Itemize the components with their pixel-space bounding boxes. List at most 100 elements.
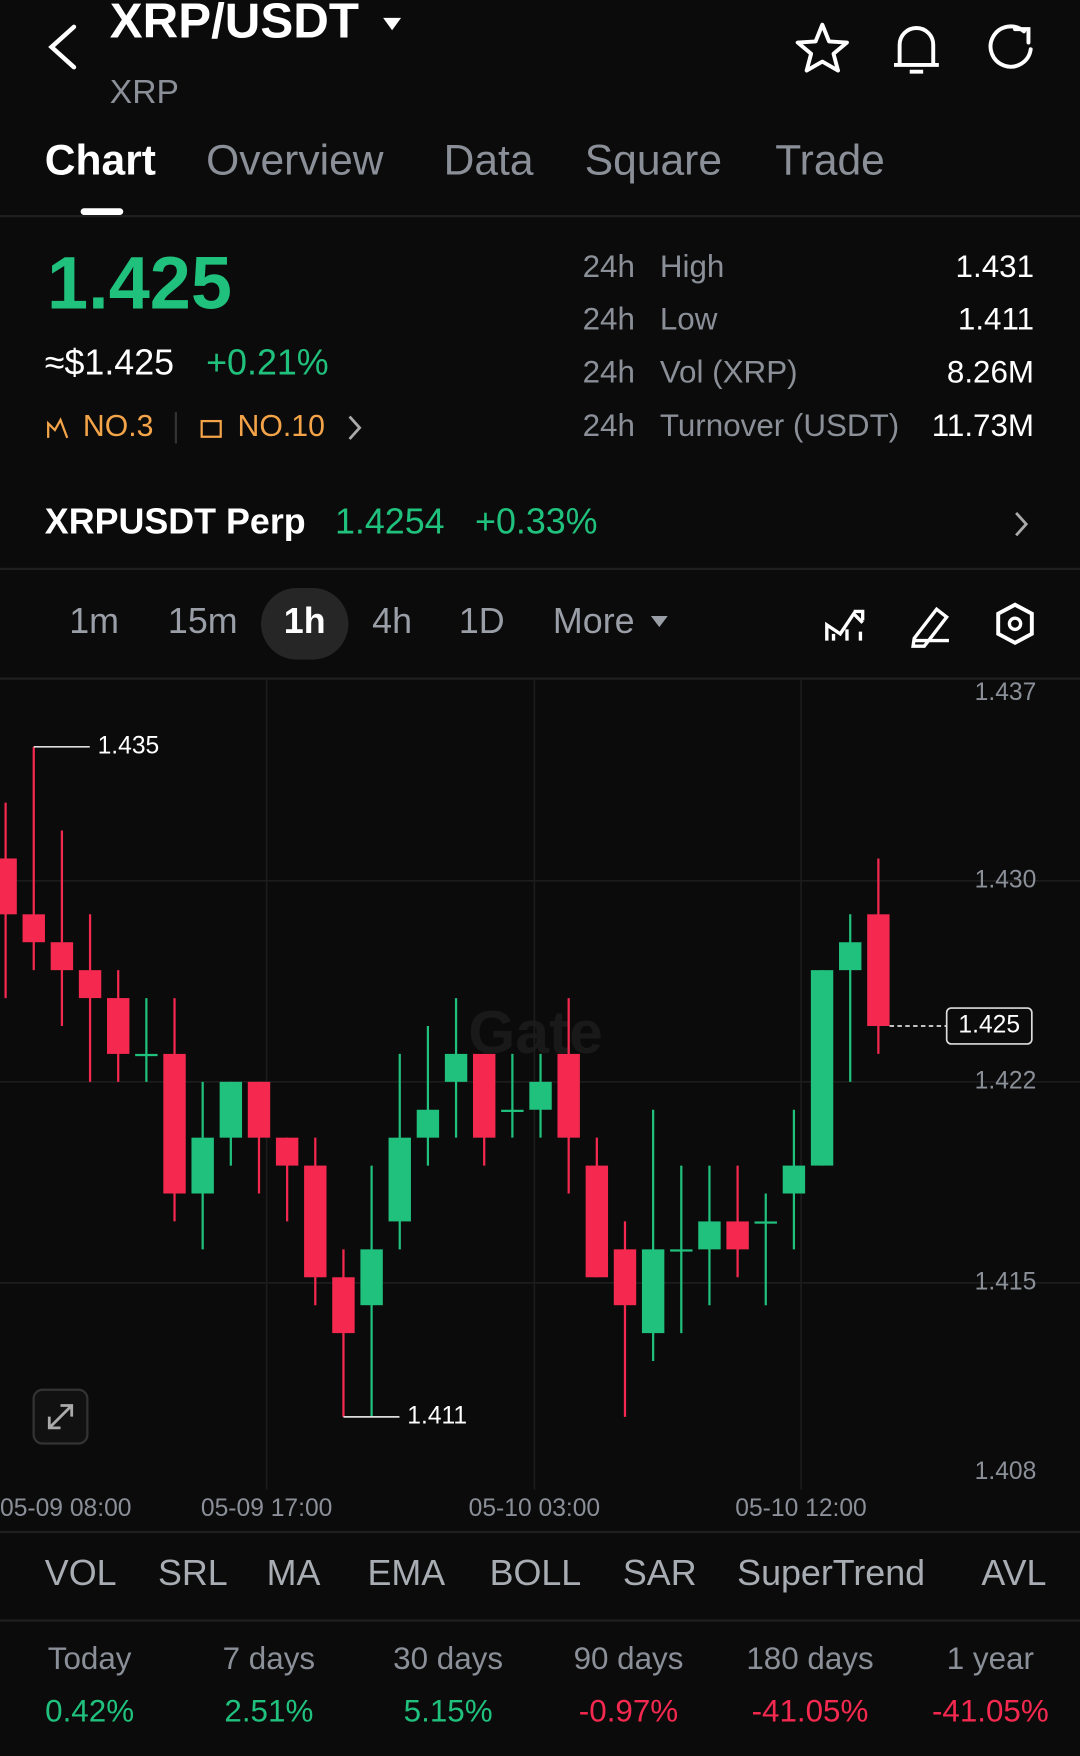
- rank-icon: [47, 417, 69, 439]
- interval-option[interactable]: 1m: [69, 601, 119, 641]
- indicator-option[interactable]: BOLL: [490, 1553, 582, 1593]
- stat-period: 24h: [583, 408, 635, 443]
- pair-subtitle: XRP: [110, 74, 179, 111]
- indicator-icon[interactable]: [825, 609, 865, 641]
- low-marker-label: 1.411: [407, 1402, 467, 1429]
- performance-value: 5.15%: [404, 1694, 493, 1729]
- candle-body: [22, 914, 45, 943]
- last-price-label: 1.425: [958, 1012, 1020, 1039]
- stats: 24h High 1.431 24h Low 1.411 24h Vol (XRP) 8.26M…: [583, 249, 1034, 443]
- indicator-option[interactable]: VOL: [45, 1553, 117, 1593]
- candle-body: [754, 1221, 777, 1224]
- indicator-option[interactable]: MA: [267, 1553, 321, 1593]
- candle-body: [135, 1053, 158, 1057]
- candle-body: [107, 998, 130, 1054]
- price-change: +0.21%: [206, 343, 329, 383]
- x-tick-label: 05-10 03:00: [469, 1495, 600, 1522]
- candle-body: [810, 970, 834, 1166]
- tab[interactable]: Chart: [45, 137, 156, 185]
- usd-price: ≈$1.425: [45, 343, 174, 383]
- chevron[interactable]: [348, 415, 362, 440]
- candle-body: [698, 1221, 721, 1250]
- performance: Today 0.42% 7 days 2.51% 30 days 5.15% 90 days…: [45, 1641, 1049, 1729]
- pair-title[interactable]: XRP/USDT: [110, 0, 359, 49]
- candle-body: [613, 1249, 637, 1306]
- candle-body: [360, 1249, 383, 1306]
- candle-body: [332, 1277, 355, 1334]
- candle-body: [726, 1221, 749, 1250]
- candle-body: [839, 942, 862, 971]
- alert-icon[interactable]: [894, 26, 939, 74]
- stat-label: Low: [660, 302, 718, 337]
- interval-active-bg: [261, 587, 349, 660]
- rank-icon: [200, 419, 222, 438]
- interval-option[interactable]: 1h: [284, 601, 326, 641]
- pair-dropdown[interactable]: [383, 17, 402, 31]
- settings-icon[interactable]: [996, 602, 1034, 646]
- candlestick-chart[interactable]: Gate1.4371.4301.4221.4151.4081.4351.4111…: [0, 679, 1080, 1490]
- rank-badge[interactable]: NO.10: [238, 410, 325, 443]
- candle-body: [163, 1053, 186, 1194]
- indicator-option[interactable]: SuperTrend: [737, 1553, 925, 1593]
- performance-label: 7 days: [223, 1641, 315, 1676]
- perp-change: +0.33%: [475, 502, 598, 542]
- settings-icon-center: [1007, 616, 1023, 632]
- candle-body: [444, 1053, 468, 1082]
- expand-icon: [47, 1404, 74, 1430]
- indicator-option[interactable]: SAR: [623, 1553, 697, 1593]
- tab[interactable]: Overview: [206, 137, 384, 185]
- refresh-arrow: [1013, 27, 1031, 45]
- back-button[interactable]: [48, 24, 77, 70]
- last-price-box: [945, 1007, 1033, 1045]
- stat-label: Vol (XRP): [660, 354, 798, 389]
- y-tick-label: 1.408: [975, 1458, 1037, 1485]
- interval-option[interactable]: 4h: [372, 601, 412, 641]
- performance-label: Today: [48, 1641, 132, 1676]
- tab[interactable]: Trade: [775, 137, 885, 185]
- indicator-option[interactable]: SRL: [158, 1553, 228, 1593]
- candle-body: [388, 1137, 411, 1222]
- performance-value: 2.51%: [224, 1694, 313, 1729]
- candle-body: [50, 942, 74, 971]
- candle-body: [529, 1081, 552, 1110]
- candle-body: [78, 970, 102, 999]
- interval-option[interactable]: 1D: [459, 601, 505, 641]
- performance-value: -0.97%: [579, 1694, 678, 1729]
- stat-period: 24h: [583, 302, 635, 337]
- indicator-option[interactable]: AVL: [981, 1553, 1046, 1593]
- stat-label: Turnover (USDT): [660, 408, 899, 443]
- tab[interactable]: Data: [444, 137, 534, 185]
- performance-label: 90 days: [574, 1641, 684, 1676]
- favorite-icon[interactable]: [795, 22, 849, 73]
- refresh-icon[interactable]: [988, 24, 1033, 69]
- candle-body: [219, 1081, 243, 1138]
- draw-icon[interactable]: [911, 606, 950, 648]
- y-tick-label: 1.422: [975, 1067, 1037, 1094]
- performance-value: -41.05%: [752, 1694, 869, 1729]
- chevron[interactable]: [1015, 511, 1029, 537]
- performance-value: -41.05%: [932, 1694, 1049, 1729]
- candle-body: [867, 914, 890, 1026]
- candle-body: [275, 1137, 299, 1166]
- candle-body: [304, 1165, 327, 1278]
- indicator-option[interactable]: EMA: [367, 1553, 445, 1593]
- tab[interactable]: Square: [585, 137, 722, 185]
- performance-label: 1 year: [947, 1641, 1034, 1676]
- indicators: VOL SRL MA EMA BOLL SAR SuperTrend AVL: [45, 1553, 1047, 1593]
- stat-period: 24h: [583, 354, 635, 389]
- interval-option[interactable]: More: [553, 601, 635, 641]
- stat-period: 24h: [583, 249, 635, 284]
- performance-label: 30 days: [393, 1641, 503, 1676]
- candle-body: [416, 1109, 440, 1138]
- x-tick-label: 05-10 12:00: [735, 1495, 866, 1522]
- perp-name[interactable]: XRPUSDT Perp: [45, 502, 306, 542]
- performance-value: 0.42%: [45, 1694, 134, 1729]
- candle-body: [585, 1165, 609, 1278]
- stat-value: 11.73M: [932, 408, 1034, 443]
- candle-body: [501, 1109, 524, 1112]
- interval-option[interactable]: 15m: [168, 601, 238, 641]
- rank-badge[interactable]: NO.3: [83, 410, 154, 443]
- performance-label: 180 days: [746, 1641, 873, 1676]
